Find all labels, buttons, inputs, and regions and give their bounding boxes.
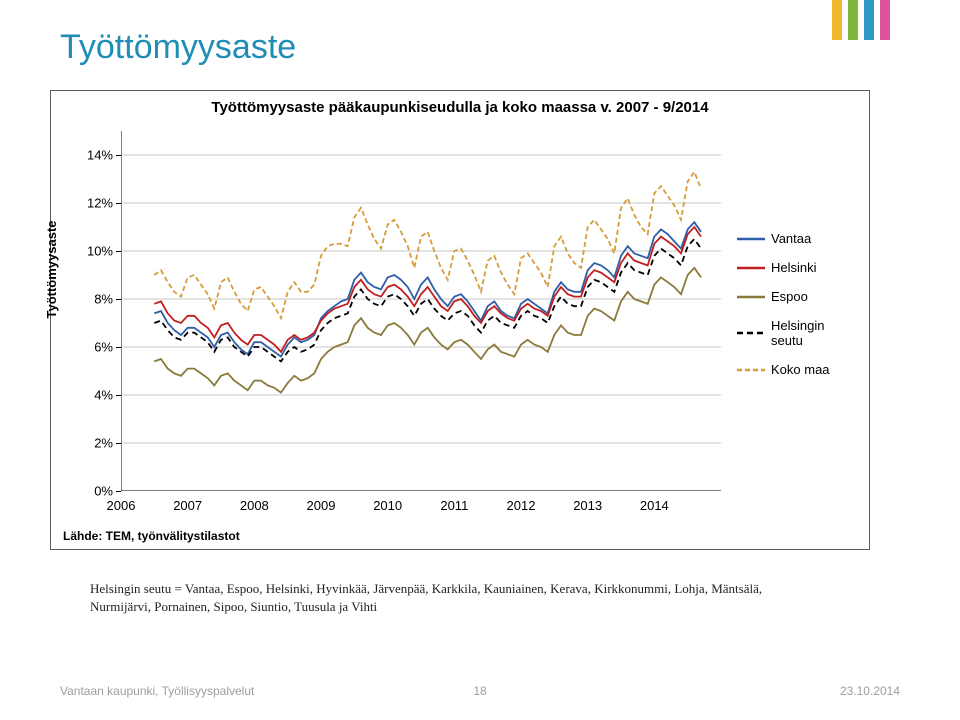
caption-line1: Helsingin seutu = Vantaa, Espoo, Helsink… xyxy=(90,580,810,598)
x-tick-label: 2010 xyxy=(373,498,402,513)
x-tick-label: 2009 xyxy=(307,498,336,513)
legend-item: Helsingin seutu xyxy=(737,318,857,348)
caption-line2: Nurmijärvi, Pornainen, Sipoo, Siuntio, T… xyxy=(90,598,810,616)
x-tick-label: 2006 xyxy=(107,498,136,513)
x-tick-label: 2013 xyxy=(573,498,602,513)
brand-stripes xyxy=(832,0,890,40)
footer-date: 23.10.2014 xyxy=(487,684,900,698)
x-tick-label: 2011 xyxy=(440,498,468,513)
legend-item: Vantaa xyxy=(737,231,857,246)
y-tick-label: 14% xyxy=(71,148,113,163)
x-tick-label: 2014 xyxy=(640,498,669,513)
y-axis-label: Työttömyysaste xyxy=(44,220,59,318)
y-tick-label: 4% xyxy=(71,388,113,403)
x-tick-label: 2012 xyxy=(507,498,536,513)
legend-item: Helsinki xyxy=(737,260,857,275)
legend-item: Koko maa xyxy=(737,362,857,377)
plot-area: 0%2%4%6%8%10%12%14% 20062007200820092010… xyxy=(121,131,721,491)
footer-org: Vantaan kaupunki, Työllisyyspalvelut xyxy=(60,684,473,698)
y-tick-label: 6% xyxy=(71,340,113,355)
y-tick-label: 12% xyxy=(71,196,113,211)
chart-container: Työttömyysaste pääkaupunkiseudulla ja ko… xyxy=(50,90,870,550)
legend-item: Espoo xyxy=(737,289,857,304)
y-tick-label: 8% xyxy=(71,292,113,307)
x-tick-label: 2007 xyxy=(173,498,202,513)
caption: Helsingin seutu = Vantaa, Espoo, Helsink… xyxy=(90,580,810,615)
x-tick-label: 2008 xyxy=(240,498,269,513)
y-tick-label: 0% xyxy=(71,484,113,499)
legend: Vantaa Helsinki Espoo Helsingin seutu Koko m… xyxy=(737,231,857,391)
footer-page: 18 xyxy=(473,684,486,698)
y-tick-label: 10% xyxy=(71,244,113,259)
page-title: Työttömyysaste xyxy=(60,28,296,67)
footer: Vantaan kaupunki, Työllisyyspalvelut 18 … xyxy=(60,684,900,698)
chart-title: Työttömyysaste pääkaupunkiseudulla ja ko… xyxy=(51,99,869,116)
chart-source: Lähde: TEM, työnvälitystilastot xyxy=(63,529,240,543)
y-tick-label: 2% xyxy=(71,436,113,451)
